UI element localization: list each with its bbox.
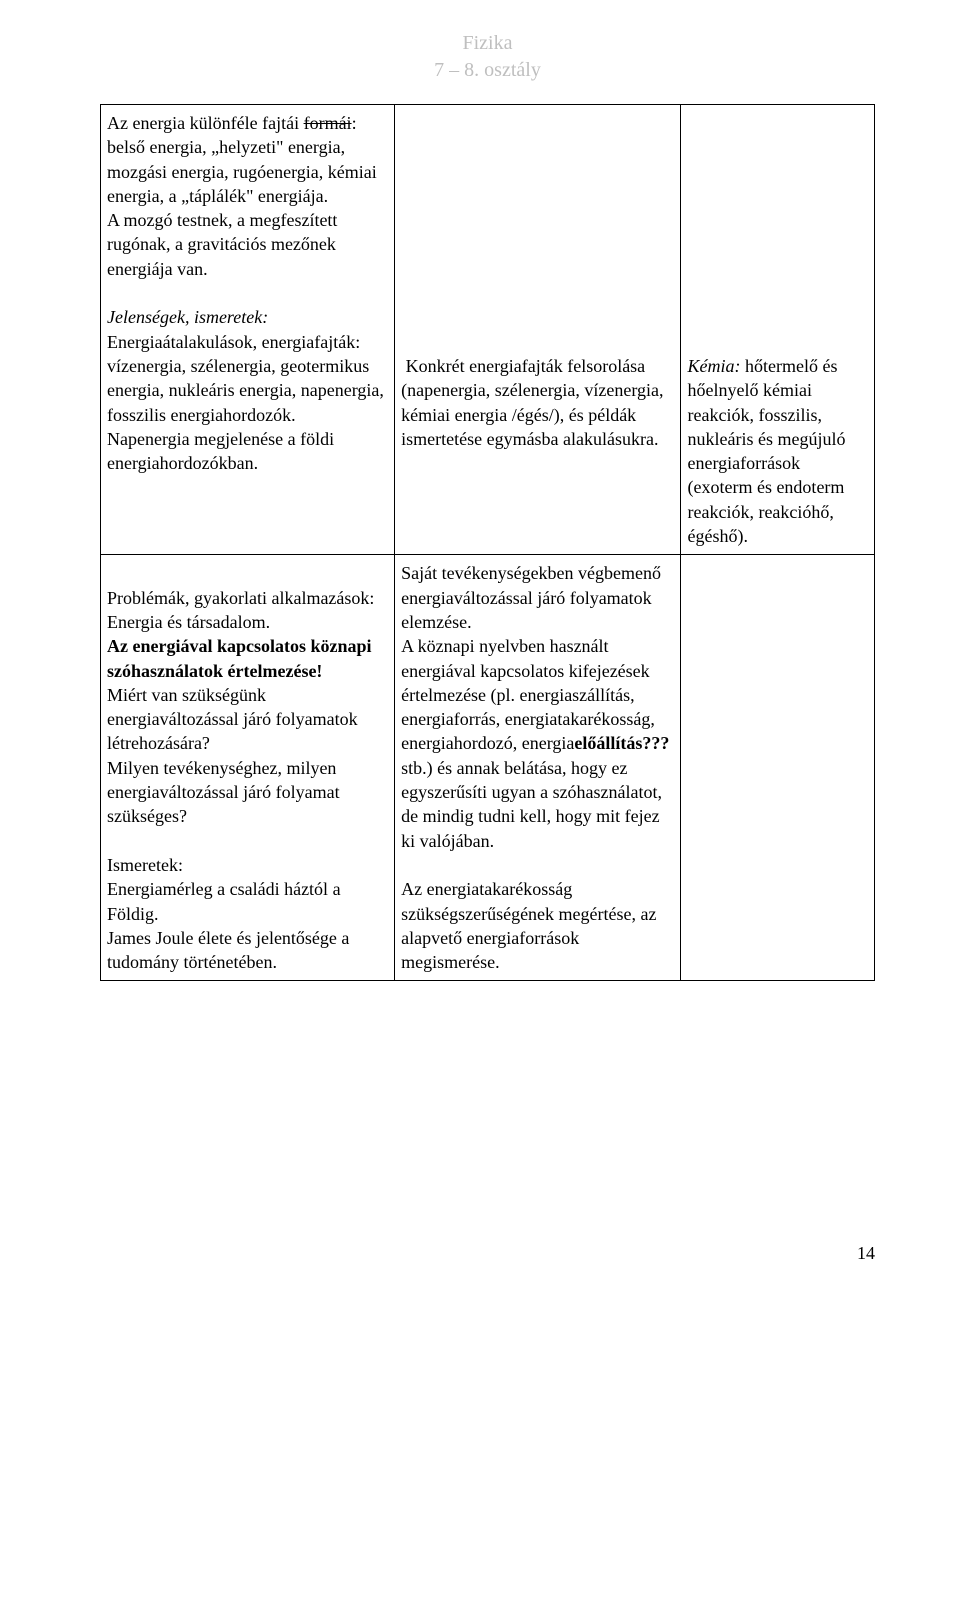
cell-r2-c2: Saját tevékenységekben végbemenő energia…	[395, 555, 681, 981]
cell-r1-c3: Kémia: hőtermelő és hőelnyelő kémiai rea…	[681, 105, 875, 555]
content-table: Az energia különféle fajtái formái: bels…	[100, 104, 875, 981]
header-line1: Fizika	[100, 30, 875, 57]
cell-r2-c3	[681, 555, 875, 981]
cell-r1-c2: Konkrét energiafajták felsorolása (napen…	[395, 105, 681, 555]
cell-r2-c1: Problémák, gyakorlati alkalmazások: Ener…	[101, 555, 395, 981]
table-row: Problémák, gyakorlati alkalmazások: Ener…	[101, 555, 875, 981]
page-number: 14	[100, 981, 875, 1265]
table-row: Az energia különféle fajtái formái: bels…	[101, 105, 875, 555]
header-line2: 7 – 8. osztály	[100, 57, 875, 84]
cell-r1-c1: Az energia különféle fajtái formái: bels…	[101, 105, 395, 555]
page-header: Fizika 7 – 8. osztály	[100, 30, 875, 84]
